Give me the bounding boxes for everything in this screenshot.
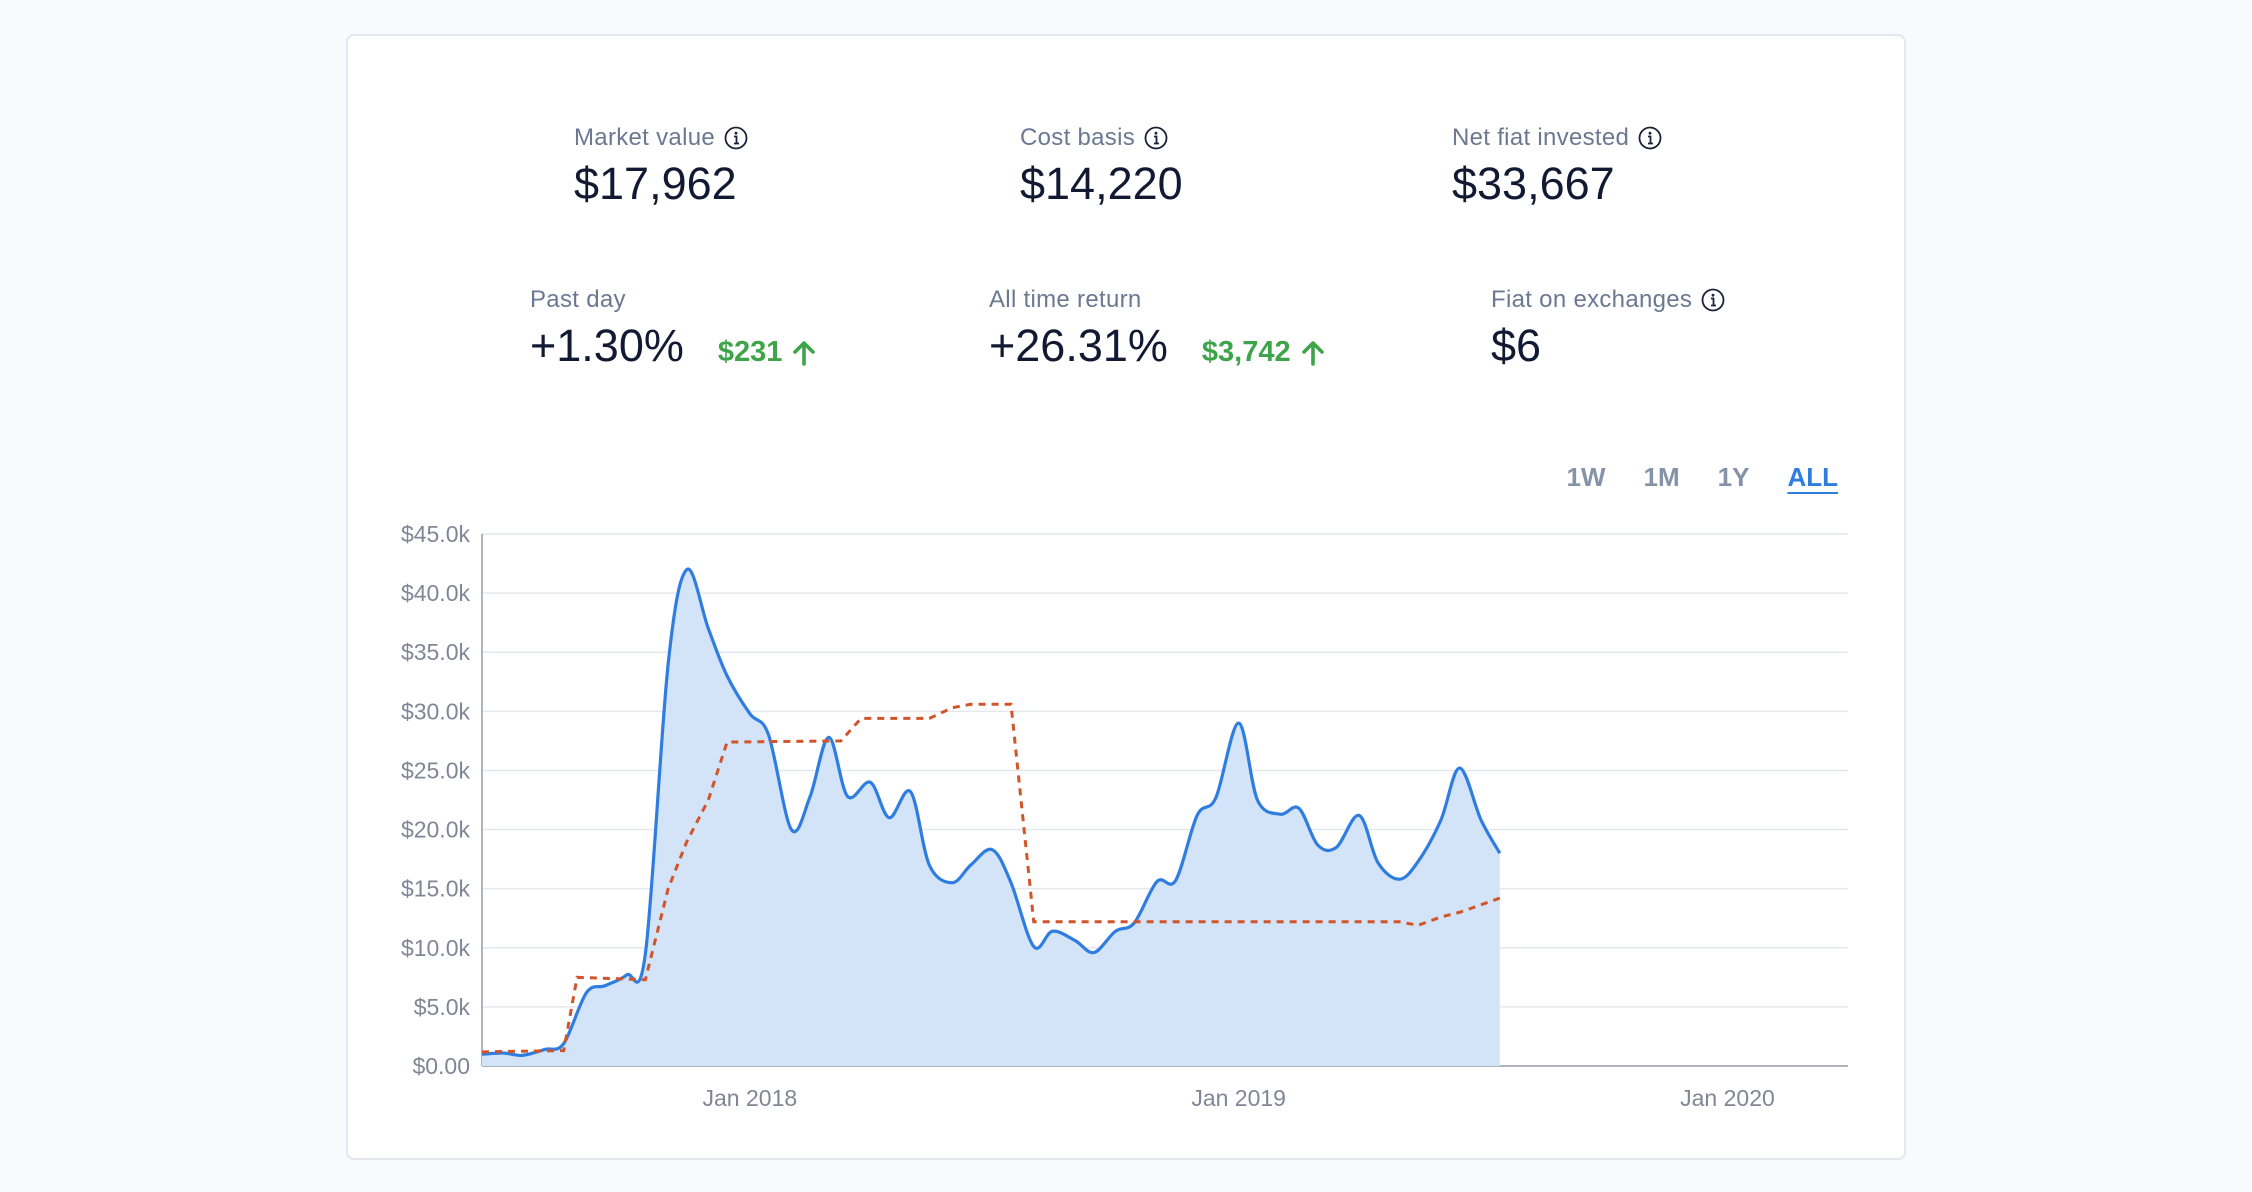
- info-icon[interactable]: [1701, 288, 1725, 312]
- market-value-stat: Market value $17,962: [574, 124, 748, 210]
- y-tick-label: $40.0k: [401, 580, 471, 606]
- cost-basis-label: Cost basis: [1020, 124, 1136, 151]
- info-icon[interactable]: [1144, 126, 1168, 150]
- all-time-return-label: All time return: [989, 286, 1142, 313]
- y-tick-label: $35.0k: [401, 639, 471, 665]
- info-icon[interactable]: [1638, 126, 1662, 150]
- past-day-delta: $231: [718, 336, 819, 369]
- market-value-line: [481, 567, 1502, 1058]
- y-tick-label: $10.0k: [401, 935, 471, 961]
- market-value-area: [482, 568, 1500, 1066]
- info-icon[interactable]: [724, 126, 748, 150]
- x-tick-label: Jan 2018: [703, 1085, 798, 1111]
- past-day-label: Past day: [530, 286, 626, 313]
- range-tab-1m[interactable]: 1M: [1643, 462, 1680, 492]
- y-tick-label: $30.0k: [401, 698, 471, 724]
- market-value-label-row: Market value: [574, 124, 748, 152]
- cost-basis-line: [481, 702, 1501, 1054]
- cost-basis-label-row: Cost basis: [1020, 124, 1183, 152]
- fiat-on-exchanges-label: Fiat on exchanges: [1491, 286, 1693, 313]
- market-value-label: Market value: [574, 124, 715, 151]
- arrow-up-icon: [1301, 340, 1324, 366]
- y-tick-label: $45.0k: [401, 521, 471, 547]
- y-tick-label: $20.0k: [401, 817, 471, 843]
- cost-basis-amount: $14,220: [1020, 158, 1183, 209]
- x-tick-label: Jan 2020: [1680, 1085, 1775, 1111]
- cost-basis-stat: Cost basis $14,220: [1020, 124, 1183, 210]
- net-fiat-invested-amount: $33,667: [1452, 158, 1615, 209]
- y-tick-label: $5.0k: [414, 994, 471, 1020]
- all-time-return-delta: $3,742: [1202, 336, 1327, 369]
- past-day-row: +1.30% $231: [530, 320, 818, 372]
- y-tick-label: $0.00: [412, 1053, 470, 1079]
- past-day-stat: Past day +1.30% $231: [530, 286, 818, 372]
- fiat-on-exchanges-label-row: Fiat on exchanges: [1491, 286, 1725, 314]
- past-day-percent: +1.30%: [530, 320, 684, 371]
- all-time-return-delta-amount: $3,742: [1201, 336, 1291, 368]
- all-time-return-row: +26.31% $3,742: [989, 320, 1327, 372]
- range-tab-all[interactable]: ALL: [1787, 462, 1838, 492]
- fiat-on-exchanges-stat: Fiat on exchanges $6: [1491, 286, 1725, 372]
- net-fiat-invested-label: Net fiat invested: [1452, 124, 1630, 151]
- range-tabs: 1W 1M 1Y ALL: [1567, 462, 1838, 493]
- arrow-up-icon: [793, 340, 816, 366]
- net-fiat-invested-stat: Net fiat invested $33,667: [1452, 124, 1662, 210]
- portfolio-card: Market value $17,962 Cost basis $14,220 …: [346, 34, 1906, 1160]
- range-tab-1y[interactable]: 1Y: [1717, 462, 1750, 492]
- all-time-return-percent: +26.31%: [989, 320, 1168, 371]
- y-tick-label: $15.0k: [401, 876, 471, 902]
- market-value-amount: $17,962: [574, 158, 737, 209]
- fiat-on-exchanges-amount: $6: [1491, 320, 1542, 371]
- net-fiat-invested-label-row: Net fiat invested: [1452, 124, 1662, 152]
- past-day-delta-amount: $231: [717, 336, 783, 368]
- range-tab-1w[interactable]: 1W: [1566, 462, 1606, 492]
- all-time-return-stat: All time return +26.31% $3,742: [989, 286, 1327, 372]
- y-tick-label: $25.0k: [401, 757, 471, 783]
- portfolio-chart: $0.00 $5.0k $10.0k $15.0k $20.0k $25.0k $30.0k…: [401, 521, 1848, 1111]
- x-tick-label: Jan 2019: [1191, 1085, 1286, 1111]
